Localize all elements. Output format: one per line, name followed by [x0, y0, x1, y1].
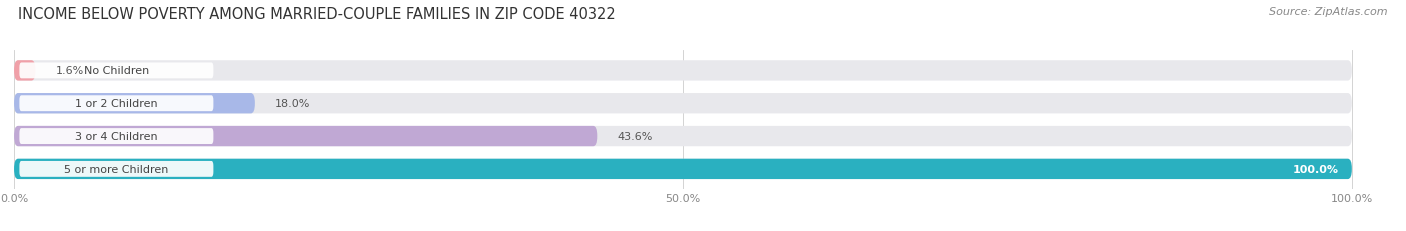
FancyBboxPatch shape — [14, 61, 1351, 81]
Text: 1.6%: 1.6% — [55, 66, 84, 76]
Text: Source: ZipAtlas.com: Source: ZipAtlas.com — [1270, 7, 1388, 17]
Text: No Children: No Children — [84, 66, 149, 76]
FancyBboxPatch shape — [14, 159, 1351, 179]
FancyBboxPatch shape — [14, 61, 35, 81]
FancyBboxPatch shape — [14, 94, 254, 114]
FancyBboxPatch shape — [14, 159, 1351, 179]
FancyBboxPatch shape — [20, 96, 214, 112]
FancyBboxPatch shape — [14, 94, 1351, 114]
Text: 3 or 4 Children: 3 or 4 Children — [75, 131, 157, 141]
Text: INCOME BELOW POVERTY AMONG MARRIED-COUPLE FAMILIES IN ZIP CODE 40322: INCOME BELOW POVERTY AMONG MARRIED-COUPL… — [18, 7, 616, 22]
Text: 1 or 2 Children: 1 or 2 Children — [75, 99, 157, 109]
FancyBboxPatch shape — [20, 161, 214, 177]
Text: 43.6%: 43.6% — [617, 131, 652, 141]
FancyBboxPatch shape — [20, 63, 214, 79]
FancyBboxPatch shape — [20, 129, 214, 144]
Text: 18.0%: 18.0% — [276, 99, 311, 109]
Text: 100.0%: 100.0% — [1292, 164, 1339, 174]
FancyBboxPatch shape — [14, 126, 1351, 147]
FancyBboxPatch shape — [14, 126, 598, 147]
Text: 5 or more Children: 5 or more Children — [65, 164, 169, 174]
